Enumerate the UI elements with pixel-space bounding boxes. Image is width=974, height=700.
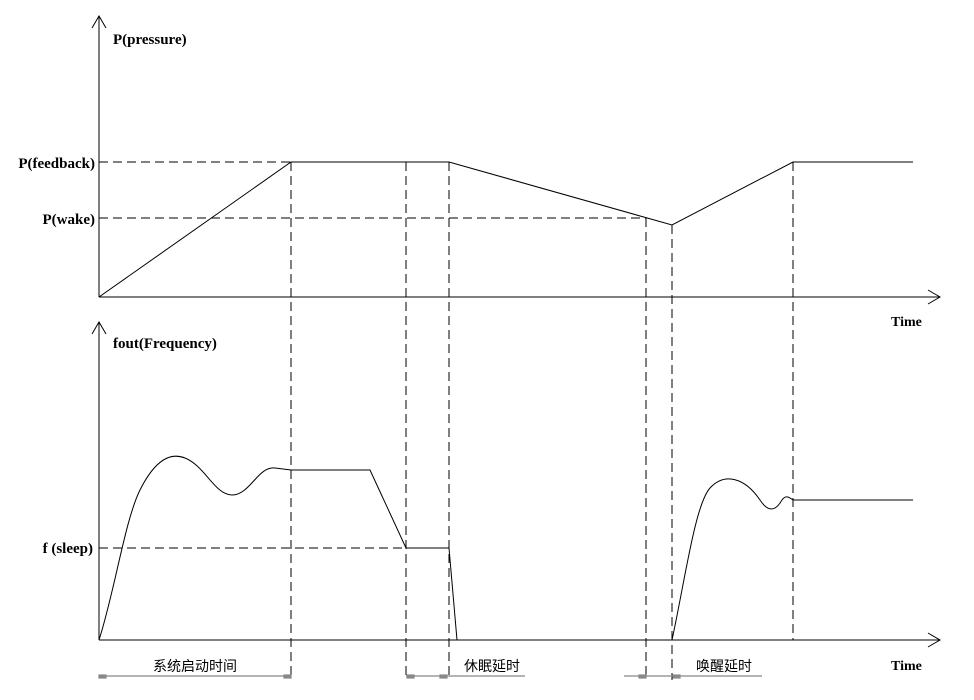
startup-time-label: 系统启动时间 — [153, 659, 237, 675]
wake-level-label: P(wake) — [43, 212, 96, 228]
bottom-y-axis-arrow — [91, 321, 107, 335]
sleep-delay-label: 休眠延时 — [464, 659, 520, 675]
bottom-time-label: Time — [891, 659, 922, 674]
feedback-level-label: P(feedback) — [18, 156, 95, 172]
top-y-axis-arrow — [91, 15, 107, 29]
bottom-x-axis-arrow — [927, 632, 941, 648]
frequency-curve-startup — [98, 455, 458, 641]
pressure-axis-label: P(pressure) — [113, 32, 187, 48]
sleep-level-label: f (sleep) — [43, 541, 93, 557]
top-x-axis-arrow — [927, 289, 941, 305]
wake-delay-label: 唤醒延时 — [696, 658, 752, 675]
frequency-curve-wake — [671, 478, 913, 641]
top-time-label: Time — [891, 315, 922, 330]
pressure-curve — [98, 161, 913, 298]
frequency-axis-label: fout(Frequency) — [113, 336, 217, 352]
